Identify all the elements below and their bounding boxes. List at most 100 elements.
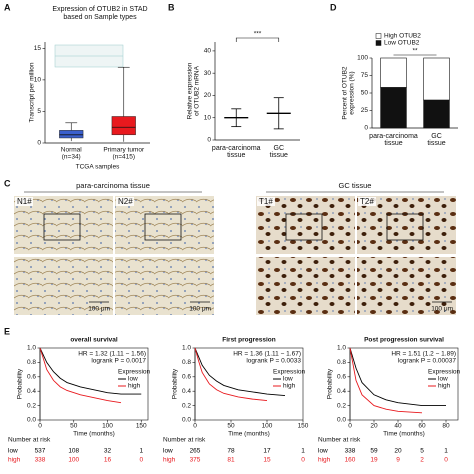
zoom-box: [43, 213, 81, 241]
risk-value: 375: [190, 457, 201, 464]
x-tick-label: tissue: [427, 140, 445, 147]
y-tick-label: 0.4: [337, 388, 346, 395]
y-tick-label: 1.0: [182, 345, 191, 352]
risk-value: 100: [68, 457, 79, 464]
risk-row-name: low: [163, 448, 173, 455]
x-tick-label: 0: [348, 423, 352, 430]
bar-segment: [380, 57, 407, 88]
x-tick-label: GC: [274, 145, 285, 152]
x-tick-label: 50: [227, 423, 235, 430]
survival-curve: [39, 347, 142, 395]
x-tick-label: 40: [394, 423, 402, 430]
label-bg: [116, 197, 134, 206]
chart-title: Expression of OTUB2 in STAD: [52, 6, 147, 13]
image-label: N2#: [118, 197, 133, 206]
y-tick-label: 0.2: [337, 402, 346, 409]
panel-label: B: [168, 2, 175, 12]
chart-title: based on Sample types: [63, 14, 137, 21]
y-tick-label: 10: [204, 114, 212, 121]
image-label: T1#: [259, 197, 273, 206]
image-label: N1#: [17, 197, 32, 206]
y-tick-label: 20: [204, 92, 212, 99]
risk-title: Number at risk: [318, 437, 361, 444]
y-tick-label: 0: [364, 125, 368, 132]
risk-value: 1: [139, 448, 143, 455]
scale-bar-label: 100 μm: [189, 306, 211, 313]
x-tick-label: 0: [38, 423, 42, 430]
y-tick-label: 1.0: [337, 345, 346, 352]
panel-label: E: [4, 326, 10, 336]
survival-curve: [194, 347, 286, 396]
legend-label: High OTUB2: [384, 33, 421, 40]
panel-label: C: [4, 178, 11, 188]
y-tick-label: 0: [37, 140, 41, 147]
scale-bar-label: 100 μm: [431, 306, 453, 313]
x-tick-label: 60: [418, 423, 426, 430]
x-tick-label: Normal: [61, 147, 83, 154]
y-axis-label: Relative expression: [187, 62, 194, 119]
chart-title: First progression: [222, 337, 275, 344]
risk-row-name: high: [163, 457, 176, 464]
legend-label: high: [128, 383, 141, 390]
y-tick-label: 30: [204, 70, 212, 77]
survival-curve: [194, 347, 268, 402]
legend-label: low: [283, 376, 293, 383]
y-tick-label: 15: [34, 45, 42, 52]
x-tick-label: Primary tumor: [103, 147, 145, 154]
box: [111, 116, 136, 136]
x-axis-label: Time (months): [73, 431, 115, 438]
y-tick-label: 0: [207, 137, 211, 144]
y-tick-label: 0.4: [182, 388, 191, 395]
risk-value: 17: [263, 448, 271, 455]
category-note: (n=34): [62, 154, 81, 161]
x-tick-label: 150: [298, 423, 309, 430]
zoom-box: [144, 213, 182, 241]
y-axis-label: Percent of OTUB2: [342, 66, 349, 119]
x-tick-label: para-carcinoma: [212, 145, 261, 152]
risk-title: Number at risk: [8, 437, 51, 444]
risk-value: 9: [396, 457, 400, 464]
annotation: logrank P = 0.0017: [91, 358, 146, 365]
significance: **: [412, 48, 418, 55]
category-note: (n=415): [112, 154, 135, 161]
legend-label: Low OTUB2: [384, 40, 420, 47]
x-tick-label: 50: [70, 423, 78, 430]
micrograph-zoom: [256, 257, 355, 315]
legend-label: low: [128, 376, 138, 383]
y-tick-label: 50: [361, 90, 369, 97]
risk-title: Number at risk: [163, 437, 206, 444]
bar-segment: [423, 99, 450, 129]
y-axis-label: Probability: [17, 368, 24, 399]
risk-row-name: low: [8, 448, 18, 455]
risk-value: 16: [104, 457, 112, 464]
bar-segment: [380, 87, 407, 129]
y-tick-label: 0.6: [182, 374, 191, 381]
risk-value: 108: [68, 448, 79, 455]
risk-value: 1: [444, 448, 448, 455]
y-tick-label: 100: [357, 55, 368, 62]
legend-title: Expression: [273, 369, 306, 376]
risk-row-name: high: [318, 457, 331, 464]
y-axis-label: Probability: [327, 368, 334, 399]
x-tick-label: 20: [370, 423, 378, 430]
y-axis-label: of OTUB2 mRNA: [194, 65, 201, 116]
y-tick-label: 0.8: [182, 359, 191, 366]
x-tick-label: 100: [102, 423, 113, 430]
risk-value: 537: [35, 448, 46, 455]
x-tick-label: 150: [136, 423, 147, 430]
risk-value: 338: [345, 448, 356, 455]
risk-value: 19: [370, 457, 378, 464]
group-title: para-carcinoma tissue: [76, 181, 150, 190]
risk-value: 338: [35, 457, 46, 464]
group-title: GC tissue: [339, 181, 372, 190]
survival-curve: [349, 347, 423, 414]
x-axis-label: Time (months): [383, 431, 425, 438]
legend-title: Expression: [118, 369, 151, 376]
x-tick-label: para-carcinoma: [369, 133, 418, 140]
survival-curve: [39, 347, 122, 404]
legend-label: high: [283, 383, 296, 390]
y-tick-label: 0.6: [337, 374, 346, 381]
box: [59, 130, 84, 139]
risk-value: 32: [104, 448, 112, 455]
y-tick-label: 0.2: [182, 402, 191, 409]
